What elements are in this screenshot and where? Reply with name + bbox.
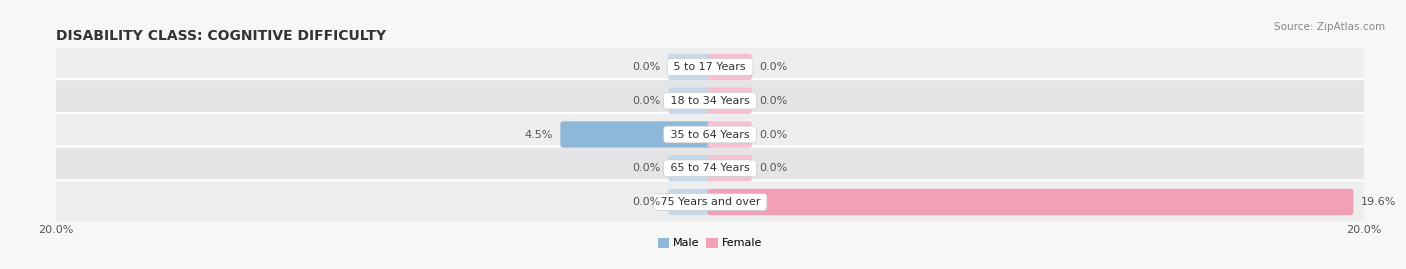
Text: 65 to 74 Years: 65 to 74 Years [666, 163, 754, 173]
Text: 18 to 34 Years: 18 to 34 Years [666, 96, 754, 106]
Text: 19.6%: 19.6% [1361, 197, 1396, 207]
FancyBboxPatch shape [707, 121, 752, 148]
FancyBboxPatch shape [51, 79, 1369, 122]
Text: 0.0%: 0.0% [759, 163, 787, 173]
Text: 0.0%: 0.0% [633, 96, 661, 106]
FancyBboxPatch shape [707, 155, 752, 181]
FancyBboxPatch shape [51, 147, 1369, 190]
Text: 4.5%: 4.5% [524, 129, 553, 140]
FancyBboxPatch shape [51, 180, 1369, 224]
Text: 0.0%: 0.0% [759, 96, 787, 106]
FancyBboxPatch shape [561, 121, 713, 148]
FancyBboxPatch shape [51, 45, 1369, 89]
FancyBboxPatch shape [707, 54, 752, 80]
Text: 0.0%: 0.0% [633, 62, 661, 72]
Text: 0.0%: 0.0% [633, 163, 661, 173]
FancyBboxPatch shape [668, 189, 713, 215]
Text: DISABILITY CLASS: COGNITIVE DIFFICULTY: DISABILITY CLASS: COGNITIVE DIFFICULTY [56, 29, 387, 43]
Text: 5 to 17 Years: 5 to 17 Years [671, 62, 749, 72]
FancyBboxPatch shape [51, 113, 1369, 156]
Text: 35 to 64 Years: 35 to 64 Years [666, 129, 754, 140]
Legend: Male, Female: Male, Female [654, 233, 766, 253]
Text: 0.0%: 0.0% [759, 62, 787, 72]
FancyBboxPatch shape [707, 189, 1354, 215]
Text: 0.0%: 0.0% [633, 197, 661, 207]
Text: 0.0%: 0.0% [759, 129, 787, 140]
FancyBboxPatch shape [707, 88, 752, 114]
Text: 75 Years and over: 75 Years and over [657, 197, 763, 207]
FancyBboxPatch shape [668, 155, 713, 181]
FancyBboxPatch shape [668, 54, 713, 80]
FancyBboxPatch shape [668, 88, 713, 114]
Text: Source: ZipAtlas.com: Source: ZipAtlas.com [1274, 22, 1385, 31]
